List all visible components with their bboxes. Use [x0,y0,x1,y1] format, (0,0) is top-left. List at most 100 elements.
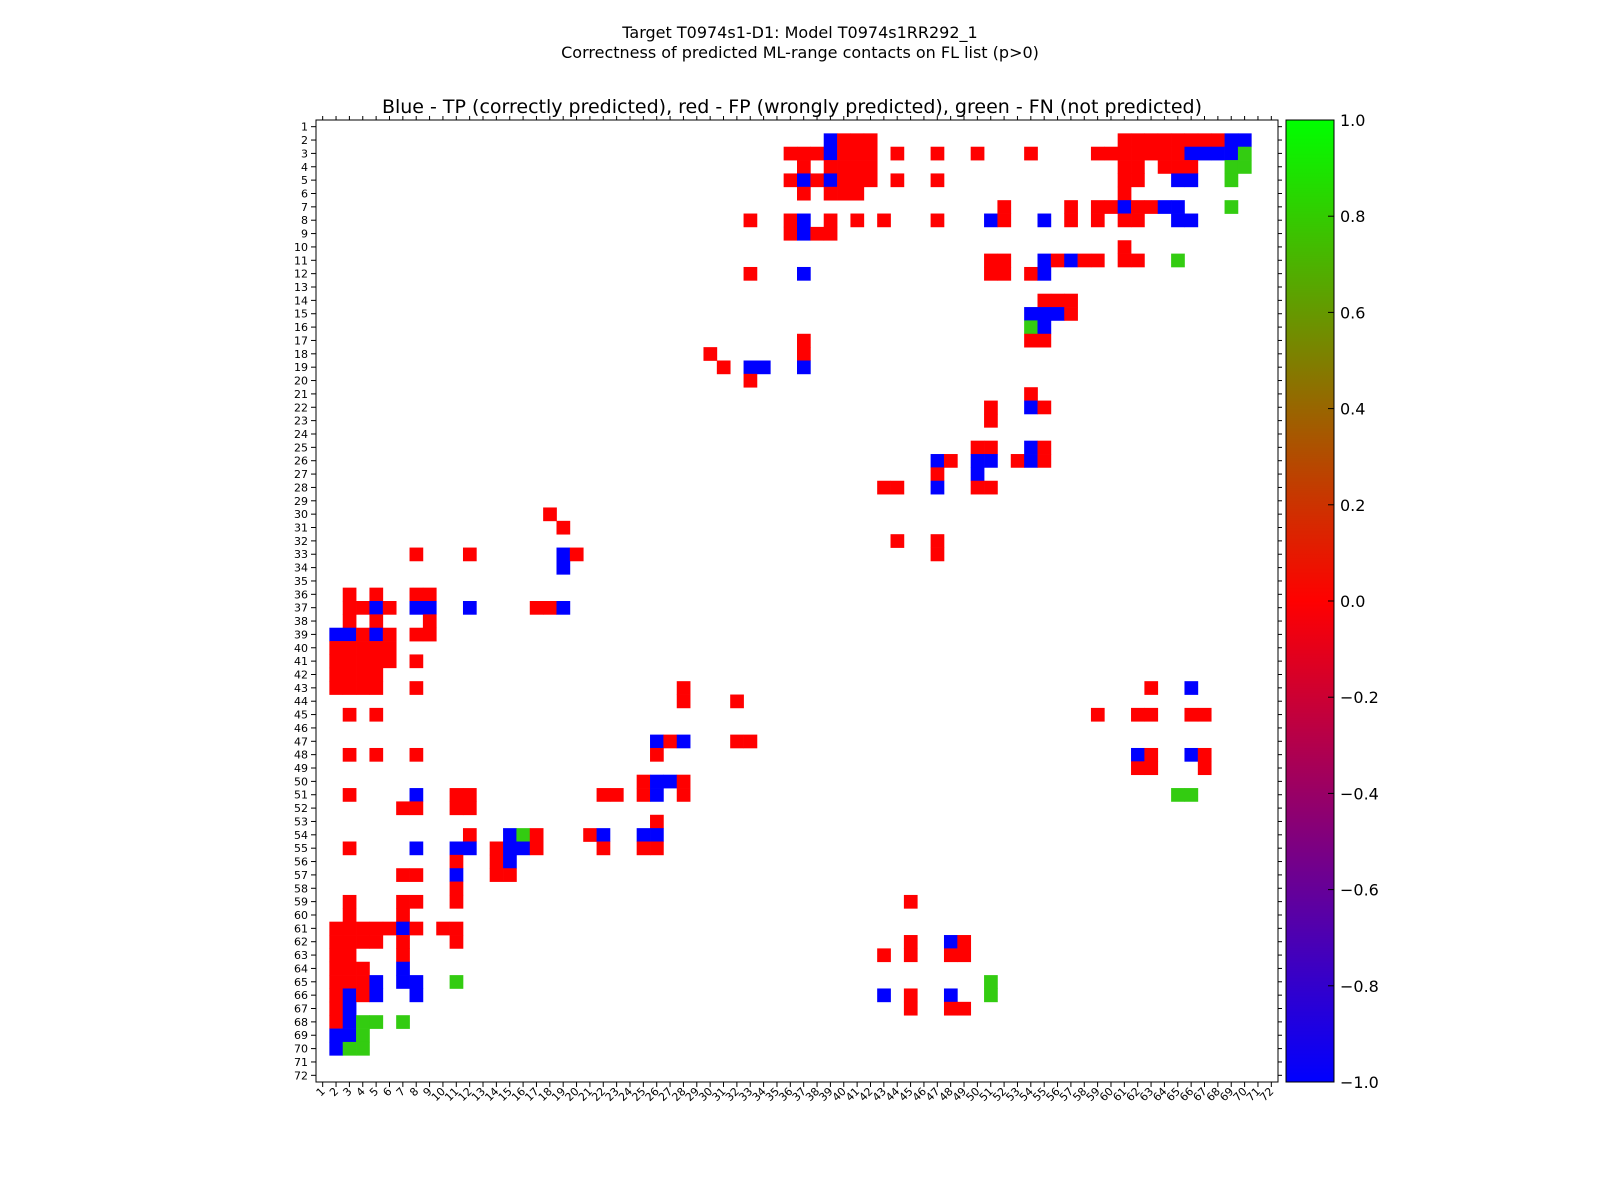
cell-fp-2-64 [329,961,344,976]
x-tick-label: 72 [1257,1085,1276,1104]
cell-fp-62-2 [1131,133,1145,148]
cell-fp-52-8 [997,213,1012,228]
cell-fp-53-26 [1010,454,1025,468]
colorbar-tick-label: 0.6 [1340,303,1365,322]
cell-fp-14-55 [489,841,504,856]
cell-fp-43-28 [877,480,891,495]
cell-fp-41-4 [850,160,865,174]
cell-tp-7-64 [396,961,410,976]
cell-fn-69-7 [1224,200,1239,214]
cell-tp-26-51 [650,788,664,802]
cell-fn-51-66 [984,988,998,1003]
x-tick-label: 8 [407,1085,421,1099]
cell-fp-2-68 [329,1015,344,1029]
cell-fp-61-2 [1117,133,1132,148]
cell-fp-4-61 [356,921,370,936]
cell-fp-22-51 [596,788,611,802]
y-tick-label: 42 [294,668,308,681]
cell-fp-49-62 [957,935,972,949]
cell-tp-66-8 [1184,213,1199,228]
cell-fn-51-65 [984,975,998,989]
cell-tp-3-39 [342,627,357,642]
cell-tp-11-55 [449,841,464,856]
cell-fp-40-5 [837,173,851,188]
y-tick-label: 30 [294,508,308,521]
y-tick-label: 70 [294,1043,308,1056]
cell-fp-8-33 [409,547,424,562]
cell-fp-6-41 [382,654,397,669]
cell-fp-41-6 [850,186,865,201]
cell-fp-59-7 [1090,200,1105,214]
cell-fp-6-40 [382,641,397,655]
cell-fp-5-48 [369,747,384,762]
cell-tp-27-50 [663,774,678,789]
cell-fp-55-25 [1037,440,1052,455]
cell-tp-15-55 [503,841,517,856]
cell-tp-19-33 [556,547,571,562]
cell-tp-26-47 [650,734,664,749]
cell-fp-2-65 [329,975,344,989]
cell-fp-21-54 [583,828,597,842]
cell-fp-44-3 [890,146,905,161]
cell-fp-4-62 [356,935,370,949]
cell-fp-45-66 [903,988,918,1003]
cell-fp-2-42 [329,667,344,682]
cell-fp-37-4 [797,160,811,174]
cell-fp-39-9 [823,226,838,241]
x-tick-label: 4 [354,1085,368,1099]
cell-fp-26-48 [650,747,664,762]
cell-tp-34-19 [756,360,771,375]
cell-fp-3-62 [342,935,357,949]
y-tick-label: 4 [301,161,308,174]
cell-fp-66-45 [1184,707,1199,722]
cell-fp-3-65 [342,975,357,989]
cell-fp-11-61 [449,921,464,936]
cell-fp-37-6 [797,186,811,201]
cell-tp-8-55 [409,841,424,856]
y-tick-label: 41 [294,655,308,668]
cell-fp-56-14 [1050,293,1065,308]
cell-fp-40-2 [837,133,851,148]
y-tick-label: 27 [294,468,308,481]
cell-fp-57-14 [1064,293,1078,308]
cell-fp-52-7 [997,200,1012,214]
cell-fp-44-32 [890,534,905,548]
y-tick-label: 38 [294,615,308,628]
colorbar-tick-label: −0.6 [1340,881,1379,900]
cell-fp-8-59 [409,894,424,909]
cell-fp-9-38 [422,614,437,629]
cell-fp-61-10 [1117,240,1132,254]
cell-fp-11-56 [449,854,464,869]
cell-fp-47-33 [930,547,945,562]
cell-fp-3-59 [342,894,357,909]
cell-fp-4-42 [356,667,370,682]
cell-fp-26-55 [650,841,664,856]
cell-fp-62-11 [1131,253,1145,268]
cell-fp-36-5 [783,173,798,188]
cell-fp-50-25 [970,440,985,455]
cell-fp-33-20 [743,373,758,388]
y-tick-label: 3 [301,147,308,160]
y-tick-label: 22 [294,401,308,414]
cell-fp-26-53 [650,814,664,829]
y-tick-label: 62 [294,936,308,949]
cell-tp-50-27 [970,467,985,482]
cell-fp-4-64 [356,961,370,976]
cell-fp-66-4 [1184,160,1199,174]
cell-fp-62-45 [1131,707,1145,722]
colorbar-tick-label: −0.2 [1340,688,1379,707]
cell-fp-15-57 [503,868,517,882]
cell-tp-9-37 [422,601,437,615]
cell-fp-8-36 [409,587,424,602]
cell-tp-39-3 [823,146,838,161]
cell-tp-37-19 [797,360,811,375]
cell-tp-66-48 [1184,747,1199,762]
cell-fp-3-55 [342,841,357,856]
cell-tp-5-39 [369,627,384,642]
y-tick-label: 44 [294,695,308,708]
cell-fp-38-3 [810,146,825,161]
y-tick-label: 1 [301,121,308,134]
y-tick-label: 52 [294,802,308,815]
y-tick-label: 60 [294,909,308,922]
y-tick-label: 25 [294,441,308,454]
